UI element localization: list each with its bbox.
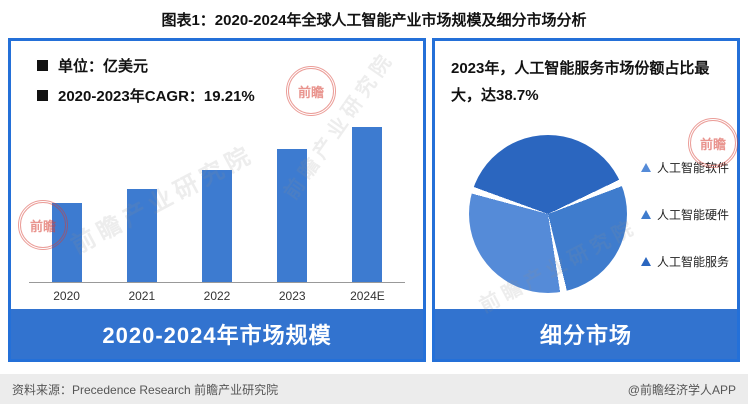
square-bullet-icon [37,90,48,101]
bar-column [255,117,330,282]
triangle-marker-icon [640,210,651,219]
market-size-banner: 2020-2024年市场规模 [11,309,423,359]
bar [202,170,232,282]
footer-bar: 资料来源：Precedence Research 前瞻产业研究院 @前瞻经济学人… [0,374,748,404]
figure-title: 图表1：2020-2024年全球人工智能产业市场规模及细分市场分析 [161,12,587,29]
pie-legend-label: 人工智能硬件 [656,208,729,222]
bar-x-axis: 2020 2021 2022 2023 2024E [29,285,405,307]
bar-x-label: 2022 [203,289,231,303]
bar-x-label: 2024E [350,289,385,303]
legend-cagr-label: 2020-2023年CAGR：19.21% [58,88,255,105]
bar-column [29,117,104,282]
pie-legend-label: 人工智能软件 [656,161,729,175]
legend-row-cagr: 2020-2023年CAGR：19.21% [37,85,255,106]
pie-legend-item-hardware: 人工智能硬件 [640,206,729,223]
bar [51,203,82,282]
triangle-marker-icon [640,257,651,266]
pie-chart [469,135,627,293]
bar [126,189,157,282]
bar-plot [29,117,405,283]
legend-unit-label: 单位：亿美元 [58,58,149,75]
pie-legend-item-software: 人工智能软件 [640,159,729,176]
market-size-panel: 单位：亿美元 2020-2023年CAGR：19.21% 2020 2021 202… [8,38,426,362]
bar-x-label: 2021 [128,289,156,303]
bar-column [104,117,179,282]
pie-legend: 人工智能软件 人工智能硬件 人工智能服务 [640,159,729,270]
pie-legend-item-services: 人工智能服务 [640,253,729,270]
bar-x-label: 2020 [53,289,80,303]
bar [277,149,308,282]
bar-x-label: 2023 [278,289,306,303]
segment-banner: 细分市场 [435,309,737,359]
credit-text: @前瞻经济学人APP [627,382,736,397]
pie-caption: 2023年，人工智能服务市场份额占比最大，达38.7% [451,60,710,104]
square-bullet-icon [37,60,48,71]
bar-chart-legend: 单位：亿美元 2020-2023年CAGR：19.21% [37,55,255,106]
source-text: 资料来源：Precedence Research 前瞻产业研究院 [12,382,279,397]
legend-row-unit: 单位：亿美元 [37,55,255,76]
bar [352,127,383,282]
pie-legend-label: 人工智能服务 [656,255,729,269]
segment-panel: 2023年，人工智能服务市场份额占比最大，达38.7% 人工智能软件 人工智能硬… [432,38,740,362]
bar-column [330,117,405,282]
triangle-marker-icon [640,163,651,172]
bar-column [179,117,254,282]
